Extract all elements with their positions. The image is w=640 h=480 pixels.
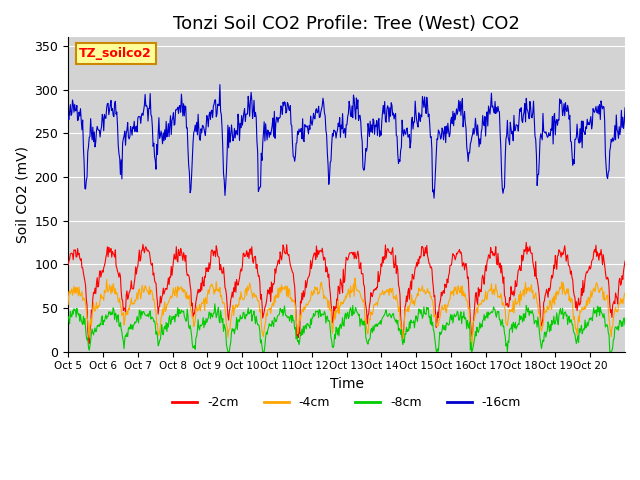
Legend: -2cm, -4cm, -8cm, -16cm: -2cm, -4cm, -8cm, -16cm [167, 391, 526, 414]
X-axis label: Time: Time [330, 377, 364, 391]
Text: TZ_soilco2: TZ_soilco2 [79, 47, 152, 60]
Y-axis label: Soil CO2 (mV): Soil CO2 (mV) [15, 146, 29, 243]
Title: Tonzi Soil CO2 Profile: Tree (West) CO2: Tonzi Soil CO2 Profile: Tree (West) CO2 [173, 15, 520, 33]
